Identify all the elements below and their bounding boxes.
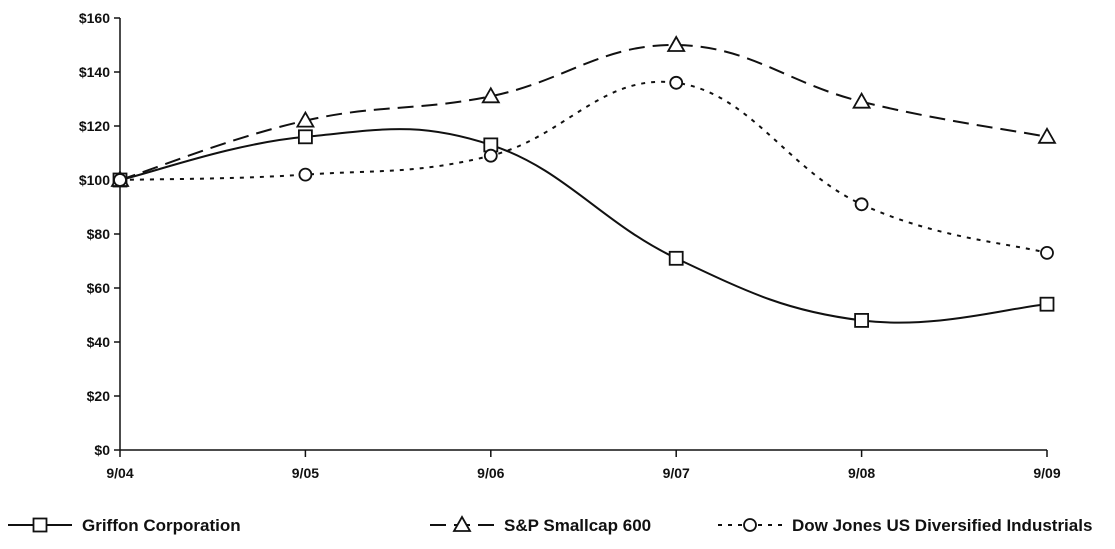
y-tick-label: $0 <box>94 442 110 458</box>
data-point <box>295 110 315 128</box>
data-point <box>113 173 127 187</box>
x-tick-label: 9/05 <box>292 465 319 481</box>
series-line-1 <box>119 43 1048 181</box>
data-point <box>298 167 313 182</box>
x-tick-label: 9/07 <box>663 465 690 481</box>
legend-item: S&P Smallcap 600 <box>430 515 651 535</box>
data-point <box>481 86 501 104</box>
legend-item: Dow Jones US Diversified Industrials <box>718 516 1092 535</box>
series-line-2 <box>119 80 1048 254</box>
data-point <box>483 148 498 163</box>
legend-label: Griffon Corporation <box>82 516 241 535</box>
data-point <box>1037 126 1057 144</box>
data-point <box>854 312 869 328</box>
x-tick-label: 9/06 <box>477 465 504 481</box>
y-tick-label: $40 <box>87 334 111 350</box>
legend-label: Dow Jones US Diversified Industrials <box>792 516 1092 535</box>
data-point <box>666 35 686 52</box>
legend-label: S&P Smallcap 600 <box>504 516 651 535</box>
data-point <box>852 91 872 109</box>
series-line-0 <box>119 128 1048 324</box>
legend-marker <box>743 518 757 532</box>
data-point <box>297 129 313 145</box>
legend-item: Griffon Corporation <box>8 516 241 535</box>
y-tick-label: $120 <box>79 118 110 134</box>
y-tick-label: $20 <box>87 388 111 404</box>
data-point <box>1040 245 1054 260</box>
y-tick-label: $60 <box>87 280 111 296</box>
y-tick-label: $80 <box>87 226 111 242</box>
legend-marker <box>32 517 48 533</box>
data-point <box>669 75 684 90</box>
data-point <box>668 250 684 266</box>
y-tick-label: $160 <box>79 10 110 26</box>
y-tick-label: $140 <box>79 64 110 80</box>
x-tick-label: 9/09 <box>1033 465 1060 481</box>
x-tick-label: 9/08 <box>848 465 875 481</box>
x-tick-label: 9/04 <box>106 465 133 481</box>
data-point <box>854 197 869 212</box>
legend-marker <box>452 515 472 532</box>
data-point <box>1039 296 1055 312</box>
y-tick-label: $100 <box>79 172 110 188</box>
